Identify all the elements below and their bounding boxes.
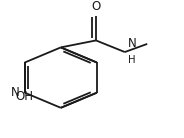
Text: O: O	[91, 0, 101, 13]
Text: H: H	[128, 55, 135, 65]
Text: OH: OH	[16, 90, 34, 103]
Text: N: N	[128, 37, 137, 50]
Text: N: N	[11, 86, 20, 99]
